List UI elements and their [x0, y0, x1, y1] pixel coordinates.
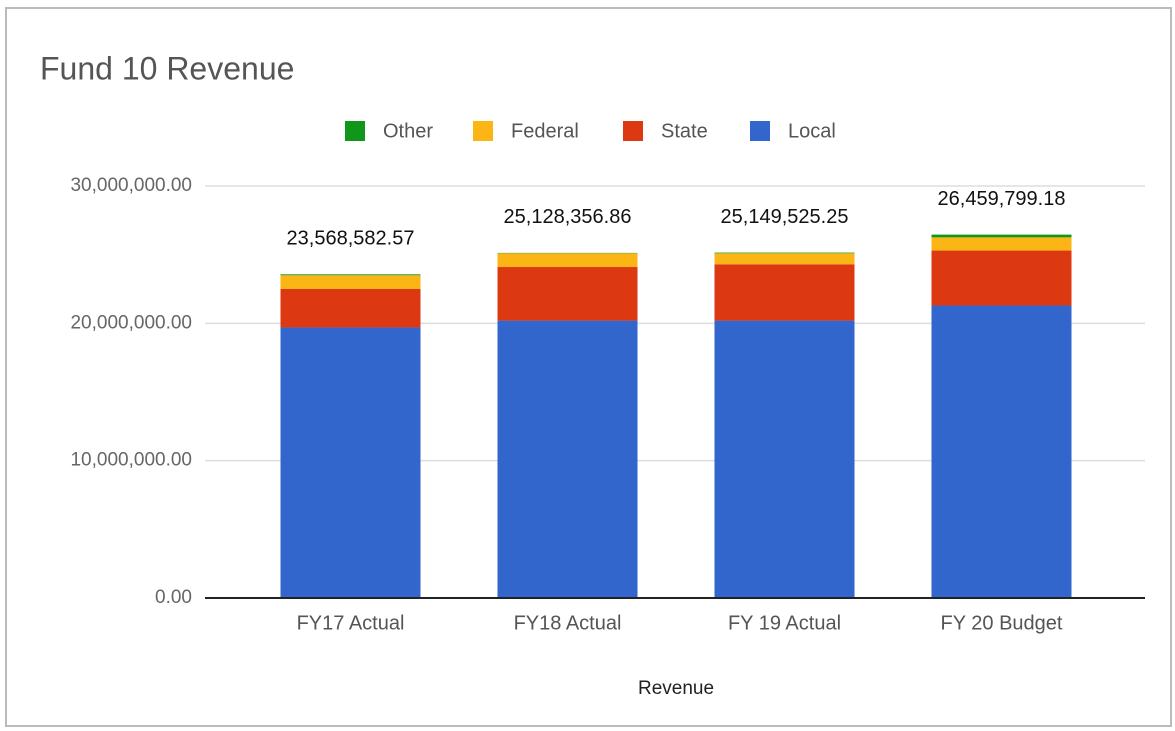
legend-swatch — [750, 121, 770, 141]
total-label: 25,128,356.86 — [504, 206, 632, 228]
total-label: 25,149,525.25 — [721, 206, 849, 228]
legend-label: Federal — [511, 120, 579, 142]
legend-label: State — [661, 120, 708, 142]
y-tick-label: 30,000,000.00 — [70, 175, 192, 196]
bar-segment — [497, 253, 638, 268]
y-tick-label: 10,000,000.00 — [70, 450, 192, 471]
legend-label: Other — [383, 120, 433, 142]
x-tick-label: FY18 Actual — [514, 612, 622, 634]
bar-segment — [280, 327, 421, 598]
bar-segment — [714, 252, 855, 254]
bar-segment — [714, 253, 855, 265]
bar-segment — [931, 250, 1072, 306]
y-tick-label: 20,000,000.00 — [70, 312, 192, 333]
total-label: 26,459,799.18 — [938, 188, 1066, 210]
total-label: 23,568,582.57 — [287, 228, 415, 250]
bar-segment — [497, 320, 638, 598]
bar-segment — [280, 275, 421, 289]
bar-segment — [714, 264, 855, 321]
bar-segment — [497, 267, 638, 321]
bar-segment — [280, 289, 421, 328]
bar-segment — [280, 274, 421, 276]
y-tick-label: 0.00 — [155, 587, 192, 608]
bar-segment — [931, 234, 1072, 238]
x-tick-label: FY 20 Budget — [941, 612, 1063, 634]
x-tick-label: FY 19 Actual — [728, 612, 841, 634]
bar-segment — [714, 320, 855, 598]
x-tick-label: FY17 Actual — [297, 612, 405, 634]
legend-swatch — [623, 121, 643, 141]
x-axis-label: Revenue — [638, 678, 714, 699]
bar-segment — [931, 237, 1072, 251]
chart-title: Fund 10 Revenue — [40, 50, 294, 86]
legend-swatch — [345, 121, 365, 141]
legend-swatch — [473, 121, 493, 141]
legend-label: Local — [788, 120, 836, 142]
bar-segment — [931, 305, 1072, 598]
